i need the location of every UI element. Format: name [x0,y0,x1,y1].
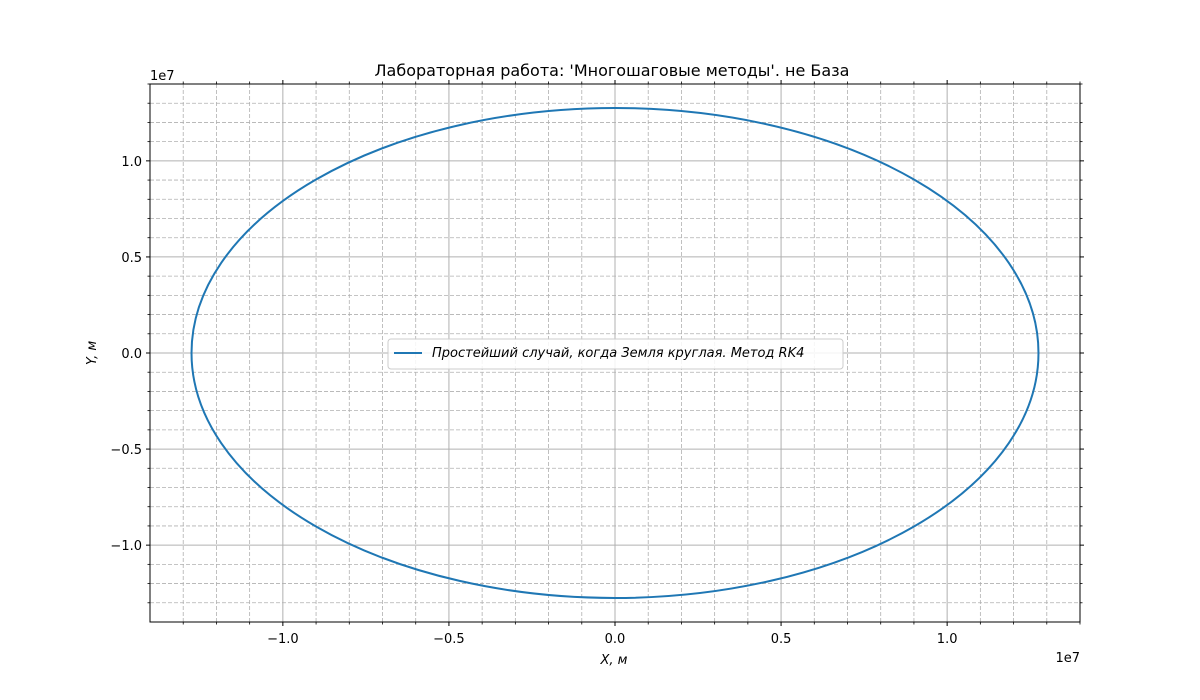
x-tick-label: 0.5 [771,632,792,647]
x-tick-label: 1.0 [937,632,958,647]
x-axis-label: X, м [600,653,628,668]
y-offset-label: 1e7 [150,69,175,84]
y-tick-label: −1.0 [110,539,142,554]
x-offset-label: 1e7 [1055,651,1080,666]
y-tick-label: 0.0 [121,347,142,362]
tick-marks [146,80,1084,626]
y-tick-label: −0.5 [110,443,142,458]
y-axis-label: Y, м [85,341,100,366]
legend-label: Простейший случай, когда Земля круглая. … [432,346,804,361]
series-layer [190,107,1040,599]
chart-title: Лабораторная работа: 'Многошаговые метод… [375,61,850,80]
tick-labels: −1.0 −0.5 0.0 0.5 1.0 −1.0 −0.5 0.0 0.5 1.0 [110,155,957,647]
x-tick-label: 0.0 [605,632,626,647]
y-tick-label: 1.0 [121,155,142,170]
series-line-orbit [190,107,1040,599]
legend-box [387,338,844,370]
legend: Простейший случай, когда Земля круглая. … [387,338,844,370]
x-tick-label: −0.5 [433,632,465,647]
y-tick-label: 0.5 [121,251,142,266]
x-tick-label: −1.0 [267,632,299,647]
